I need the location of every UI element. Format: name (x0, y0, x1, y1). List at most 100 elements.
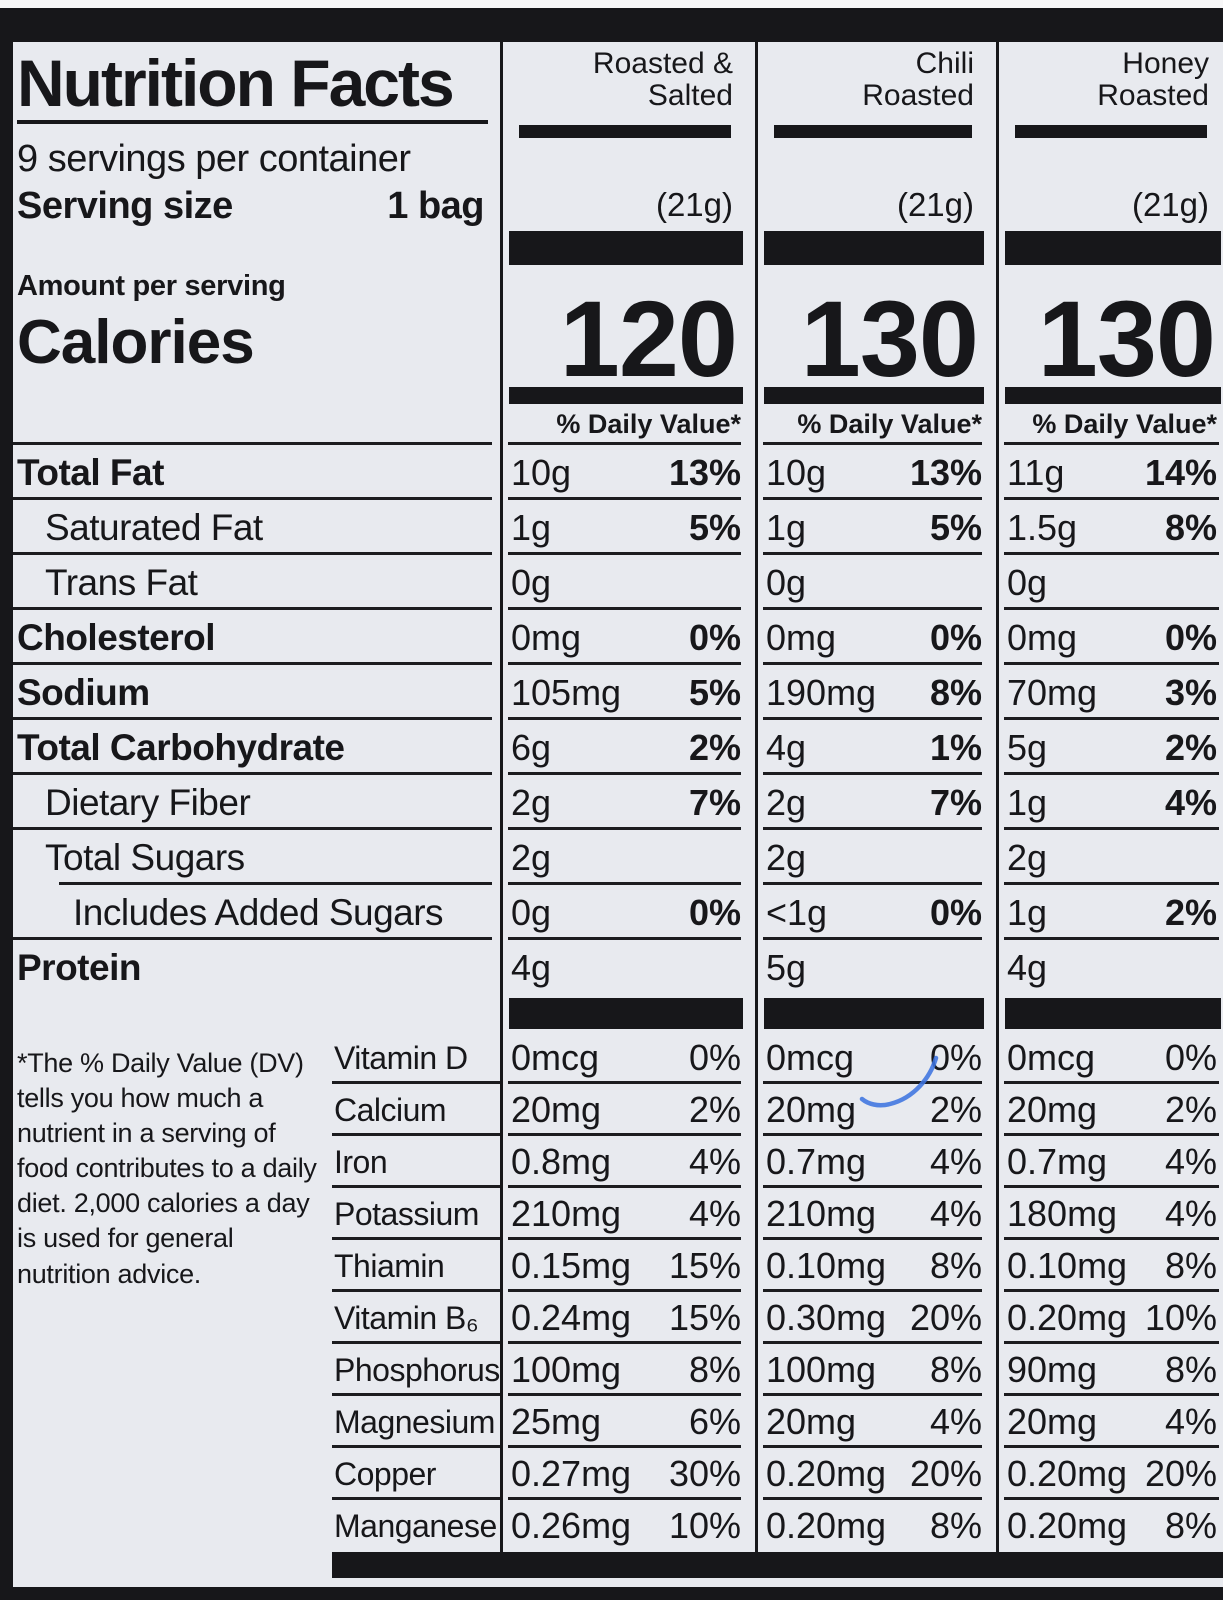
header-divider-bar (1015, 125, 1207, 138)
daily-value-header: % Daily Value* (500, 407, 755, 445)
amount: 0.20mg (766, 1453, 887, 1494)
value-cell: 2g 7% (755, 775, 996, 830)
value-cell: 100mg 8% (755, 1344, 996, 1396)
daily-value: 0% (929, 616, 982, 658)
value-cell: 0g (996, 555, 1223, 610)
value-cell: 105mg 5% (500, 665, 755, 720)
amount: 10g (511, 451, 572, 493)
amount: 20mg (511, 1089, 602, 1130)
value-cell: 0.20mg 20% (755, 1448, 996, 1500)
amount: 0.20mg (1007, 1297, 1128, 1338)
value-cell: 0mg 0% (996, 610, 1223, 665)
amount: 0mg (766, 616, 837, 658)
value-cell: 1g 5% (500, 500, 755, 555)
value-cell: 10g 13% (755, 445, 996, 500)
daily-value: 0% (688, 1037, 741, 1078)
value-cell: 190mg 8% (755, 665, 996, 720)
daily-value: 14% (1144, 451, 1217, 493)
value-cell: 0.20mg 20% (996, 1448, 1223, 1500)
calories-value: 120 (559, 277, 738, 399)
daily-value: 0% (688, 891, 741, 933)
value-cell: 210mg 4% (500, 1188, 755, 1240)
micronutrient-label: Manganese (334, 1507, 497, 1544)
amount: 20mg (1007, 1401, 1098, 1442)
value-cell: 0.20mg 8% (996, 1500, 1223, 1552)
micronutrient-label: Iron (332, 1136, 500, 1188)
amount: 0g (766, 561, 807, 603)
value-cell: 0mg 0% (500, 610, 755, 665)
separator-bar (509, 231, 743, 265)
calories-honey-roasted: 130 (996, 268, 1223, 392)
amount: 0.20mg (1007, 1505, 1128, 1546)
micronutrient-label: Vitamin B₆ (332, 1292, 500, 1344)
daily-value: 4% (929, 1141, 982, 1182)
daily-value: 2% (1164, 726, 1217, 768)
amount: 0.8mg (511, 1141, 612, 1182)
daily-value: 2% (688, 1089, 741, 1130)
amount: 180mg (1007, 1193, 1118, 1234)
daily-value: 8% (929, 671, 982, 713)
separator-bar (764, 998, 984, 1029)
daily-value: 15% (668, 1297, 741, 1338)
value-cell: 0mcg 0% (755, 1032, 996, 1084)
daily-value: 3% (1164, 671, 1217, 713)
daily-value-header-row: % Daily Value* % Daily Value* % Daily Va… (13, 407, 1223, 445)
amount: 4g (511, 946, 552, 988)
nutrient-label: Total Sugars (13, 830, 500, 885)
value-cell: 2g 7% (500, 775, 755, 830)
nutrient-label: Total Carbohydrate (13, 720, 500, 775)
section-separator-row (13, 995, 1223, 1032)
amount: 1g (1007, 781, 1048, 823)
value-cell: 1.5g 8% (996, 500, 1223, 555)
daily-value: 30% (668, 1453, 741, 1494)
header-divider-bar (774, 125, 972, 138)
value-cell: 0.15mg 15% (500, 1240, 755, 1292)
value-cell: 0.30mg 20% (755, 1292, 996, 1344)
amount: 0mcg (766, 1037, 855, 1078)
value-cell: 4g (996, 940, 1223, 995)
page-title: Nutrition Facts (17, 46, 455, 120)
amount: 20mg (766, 1401, 857, 1442)
title-underline (17, 120, 488, 124)
value-cell: 0g 0% (500, 885, 755, 940)
daily-value-header: % Daily Value* (755, 407, 996, 445)
calories-roasted-salted: 120 (500, 268, 755, 399)
value-cell: 4g 1% (755, 720, 996, 775)
amount: 0mg (511, 616, 582, 658)
daily-value: 4% (1164, 1193, 1217, 1234)
daily-value: 0% (929, 1037, 982, 1078)
amount: 0.15mg (511, 1245, 632, 1286)
column-header-roasted-salted: Roasted & Salted (21g) (500, 42, 755, 228)
value-cell: 0mg 0% (755, 610, 996, 665)
value-cell: 180mg 4% (996, 1188, 1223, 1240)
amount: 190mg (766, 671, 877, 713)
header-row: Nutrition Facts 9 servings per container… (13, 42, 1223, 228)
amount: 20mg (766, 1089, 857, 1130)
value-cell: 0.7mg 4% (996, 1136, 1223, 1188)
amount: 0g (1007, 561, 1048, 603)
flavor-name-line1: Roasted & (592, 47, 733, 80)
amount: 100mg (511, 1349, 622, 1390)
daily-value: 2% (688, 726, 741, 768)
daily-value: 5% (688, 671, 741, 713)
flavor-name-line1: Chili (915, 47, 974, 80)
value-cell: 70mg 3% (996, 665, 1223, 720)
nutrient-label: Includes Added Sugars (13, 885, 500, 940)
amount: 0.24mg (511, 1297, 632, 1338)
value-cell: 0.8mg 4% (500, 1136, 755, 1188)
daily-value: 0% (1164, 1037, 1217, 1078)
nutrient-label: Cholesterol (13, 610, 500, 665)
separator-bar (509, 387, 743, 404)
separator-bar (764, 231, 984, 265)
daily-value: 4% (929, 1401, 982, 1442)
nutrient-row-total-fat: Total Fat 10g 13% 10g 13% 11g 14% (13, 445, 1223, 500)
micronutrient-label: Calcium (332, 1084, 500, 1136)
nutrient-label: Protein (17, 946, 141, 988)
serving-weight: (21g) (655, 186, 733, 223)
value-cell: 2g (996, 830, 1223, 885)
separator-bar (1005, 231, 1221, 265)
amount: 1g (766, 506, 807, 548)
amount: 1.5g (1007, 506, 1078, 548)
amount: 210mg (511, 1193, 622, 1234)
amount: 2g (766, 781, 807, 823)
